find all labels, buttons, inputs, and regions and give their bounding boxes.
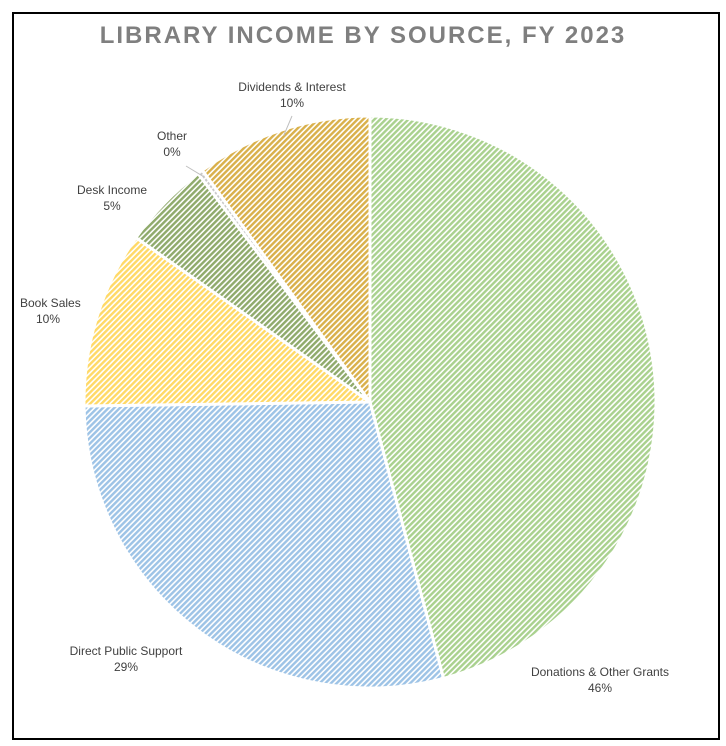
slice-label: Desk Income 5% [77,183,147,213]
pie-slice-donations-other-grants [368,114,658,680]
slice-label: Direct Public Support 29% [70,644,183,674]
pie-slice-direct-public-support [82,400,446,690]
leader-line [283,115,293,136]
slice-label: Donations & Other Grants 46% [531,665,669,695]
slice-label: Book Sales 10% [20,296,81,326]
pie-slice-book-sales [82,236,372,408]
slice-label: Dividends & Interest 10% [238,80,346,110]
chart-title: LIBRARY INCOME BY SOURCE, FY 2023 [99,22,627,49]
pie-slice-dividends-interest [200,114,372,404]
leader-line [185,165,204,178]
slice-label: Other 0% [157,129,187,159]
